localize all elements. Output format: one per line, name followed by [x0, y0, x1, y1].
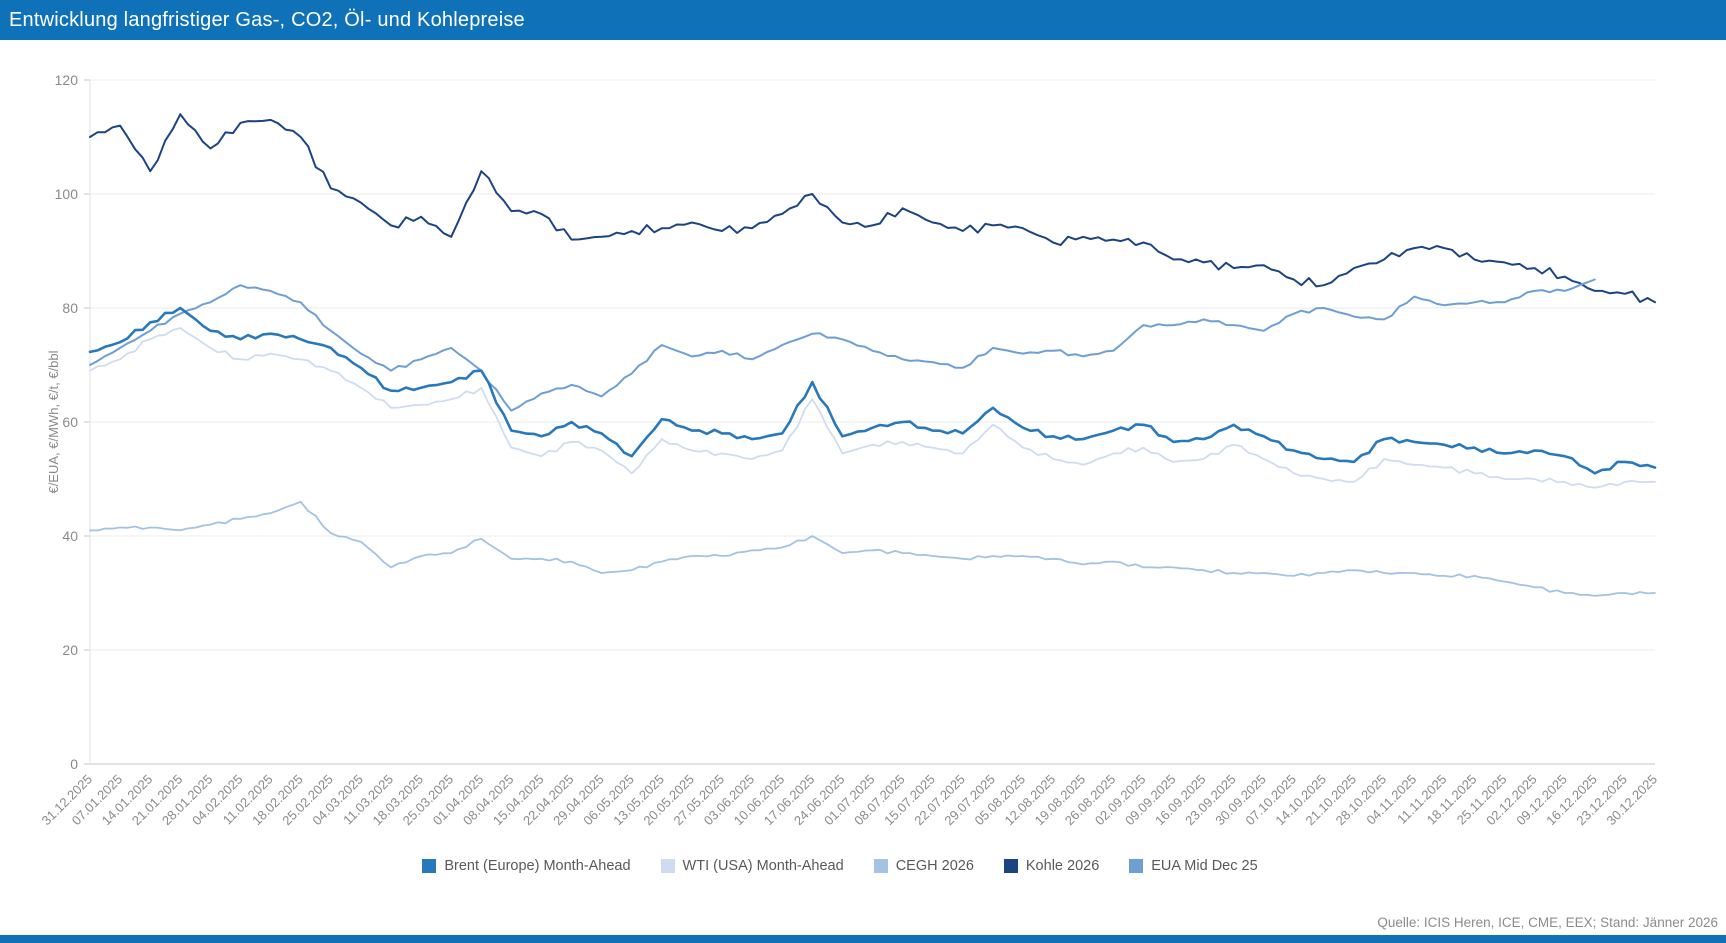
bottom-bar	[0, 935, 1726, 943]
legend-swatch	[660, 859, 675, 873]
legend-item-brent-europe-month-ahead[interactable]: Brent (Europe) Month-Ahead	[422, 858, 631, 874]
svg-text:0: 0	[70, 756, 78, 772]
legend-label: Kohle 2026	[1025, 858, 1100, 874]
legend-swatch	[873, 859, 888, 873]
legend-item-eua-mid-dec-25[interactable]: EUA Mid Dec 25	[1129, 858, 1258, 874]
svg-text:20: 20	[62, 642, 78, 658]
svg-text:40: 40	[62, 528, 78, 544]
svg-text:100: 100	[55, 186, 79, 202]
source-note: Quelle: ICIS Heren, ICE, CME, EEX; Stand…	[1377, 915, 1718, 930]
legend-item-wti-usa-month-ahead[interactable]: WTI (USA) Month-Ahead	[660, 858, 844, 874]
legend-swatch	[422, 859, 437, 873]
legend-swatch	[1129, 859, 1144, 873]
legend-label: CEGH 2026	[895, 858, 974, 874]
svg-text:120: 120	[55, 72, 79, 88]
y-axis-title: €/EUA, €/MWh, €/t, €/bbl	[46, 350, 61, 494]
legend-label: WTI (USA) Month-Ahead	[682, 858, 844, 874]
legend-swatch	[1003, 859, 1018, 873]
legend-item-kohle-2026[interactable]: Kohle 2026	[1003, 858, 1100, 874]
legend-label: Brent (Europe) Month-Ahead	[444, 858, 631, 874]
title-bar: Entwicklung langfristiger Gas-, CO2, Öl-…	[0, 0, 1726, 40]
page-title: Entwicklung langfristiger Gas-, CO2, Öl-…	[9, 8, 525, 31]
svg-text:60: 60	[62, 414, 78, 430]
legend-label: EUA Mid Dec 25	[1151, 858, 1258, 874]
chart-legend: Brent (Europe) Month-Ahead WTI (USA) Mont…	[0, 858, 1680, 874]
svg-text:80: 80	[62, 300, 78, 316]
legend-item-cegh-2026[interactable]: CEGH 2026	[873, 858, 974, 874]
